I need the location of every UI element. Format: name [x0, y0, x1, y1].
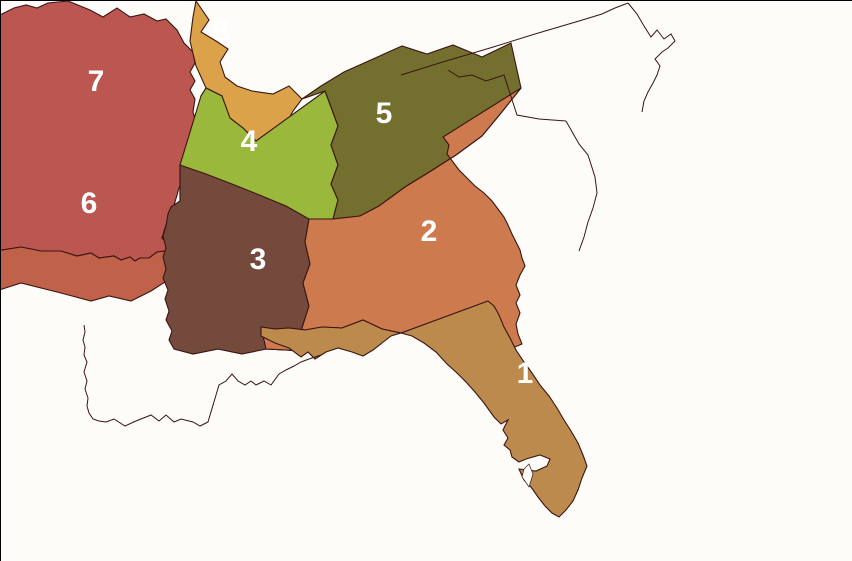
svg-text:1: 1 — [517, 357, 534, 390]
svg-text:4: 4 — [241, 125, 258, 158]
svg-text:8: 8 — [213, 15, 230, 48]
svg-text:6: 6 — [81, 187, 98, 220]
svg-text:5: 5 — [376, 97, 393, 130]
svg-text:3: 3 — [250, 243, 267, 276]
svg-text:2: 2 — [421, 215, 438, 248]
svg-text:7: 7 — [88, 65, 105, 98]
